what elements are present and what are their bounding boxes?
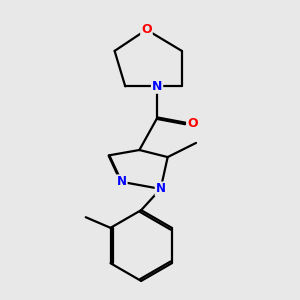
Text: N: N xyxy=(117,175,127,188)
Text: O: O xyxy=(141,23,152,36)
Text: N: N xyxy=(156,182,166,195)
Text: O: O xyxy=(187,117,198,130)
Text: N: N xyxy=(152,80,162,93)
